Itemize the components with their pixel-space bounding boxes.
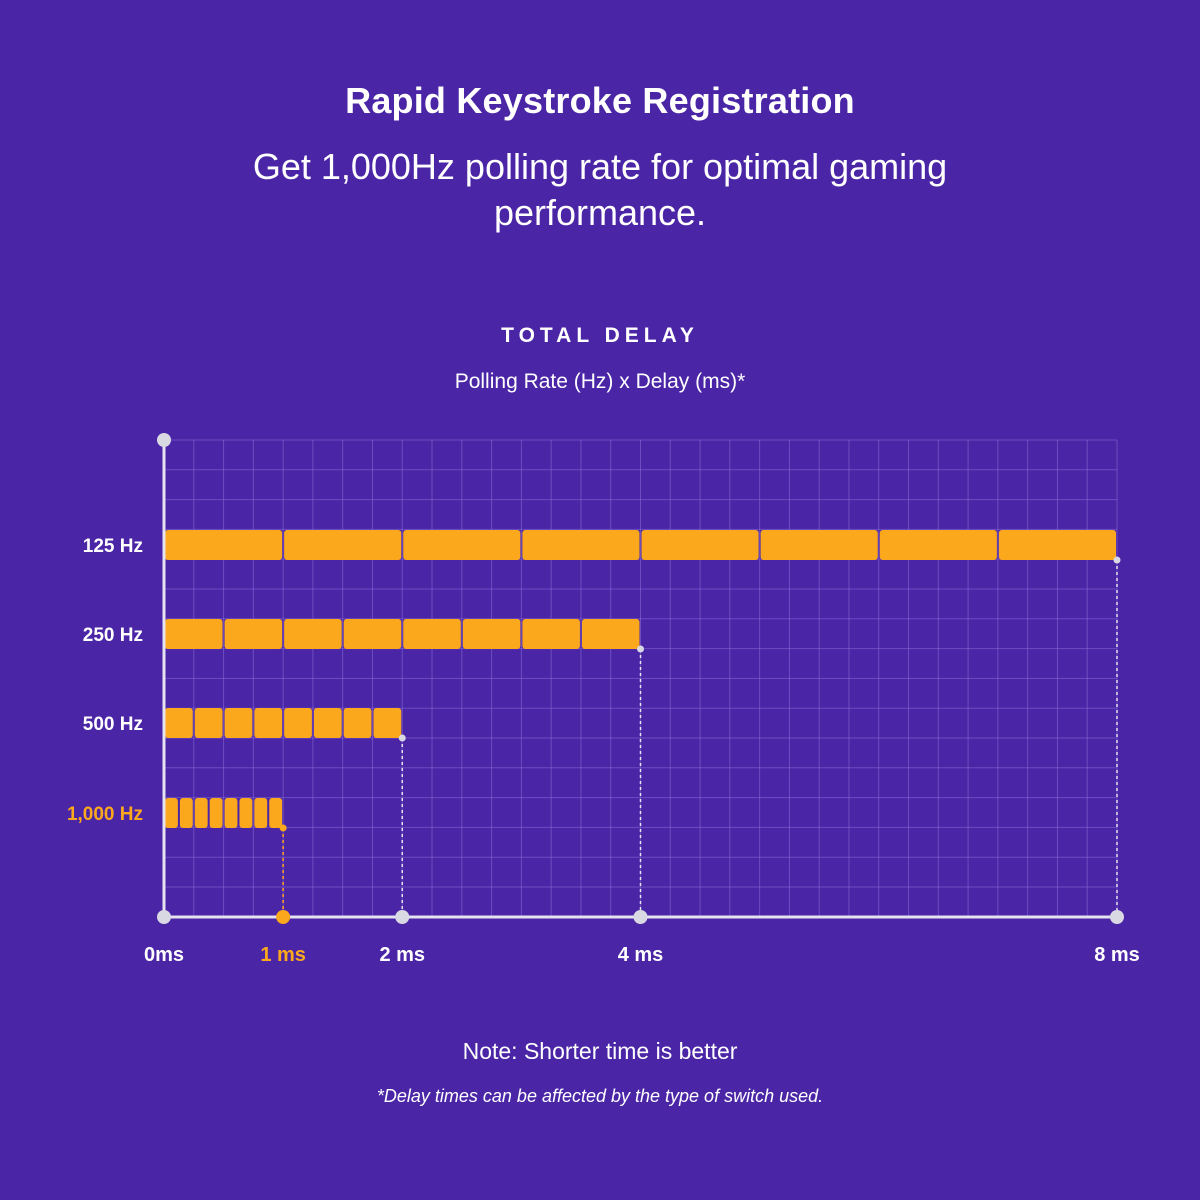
x-tick-label: 2 ms xyxy=(379,944,425,966)
x-tick-label: 4 ms xyxy=(618,944,664,966)
x-tick-dot xyxy=(633,910,648,924)
bar-segment xyxy=(254,798,268,828)
category-label: 1,000 Hz xyxy=(67,804,143,825)
bar-end-dot xyxy=(637,645,644,653)
bar-segment xyxy=(194,798,208,828)
bar-segment xyxy=(254,708,283,738)
axis-top-dot xyxy=(157,433,171,447)
bar-segment xyxy=(284,530,402,560)
bar-segment xyxy=(165,619,223,649)
x-tick-label: 1 ms xyxy=(260,944,306,966)
bar-segment xyxy=(165,708,193,738)
page-title: Rapid Keystroke Registration xyxy=(345,80,855,121)
bar-segment xyxy=(403,530,521,560)
bar-end-dot xyxy=(1113,556,1121,564)
x-tick-label: 8 ms xyxy=(1094,944,1140,966)
bar-segment xyxy=(224,619,283,649)
bar-end-dot xyxy=(398,734,406,742)
bar-segment xyxy=(269,798,283,828)
bar-segment xyxy=(313,708,342,738)
chart-subtitle: Polling Rate (Hz) x Delay (ms)* xyxy=(454,370,746,393)
bar-segment xyxy=(373,708,402,738)
bar-segment xyxy=(179,798,193,828)
bar-segment xyxy=(760,530,878,560)
bar-segment xyxy=(194,708,223,738)
x-tick-dot xyxy=(1110,910,1124,924)
bar-segment xyxy=(343,619,402,649)
category-label: 250 Hz xyxy=(83,625,143,646)
bar-segment xyxy=(239,798,253,828)
bar-segment xyxy=(165,798,178,828)
bar-segment xyxy=(998,530,1116,560)
category-label: 500 Hz xyxy=(83,714,143,735)
bar-segment xyxy=(284,619,342,649)
bar-segment xyxy=(522,530,640,560)
x-tick-label: 0ms xyxy=(144,944,184,966)
category-label: 125 Hz xyxy=(83,536,143,557)
footnote-text: *Delay times can be affected by the type… xyxy=(376,1086,824,1106)
x-tick-dot xyxy=(395,910,410,924)
bar-segment xyxy=(462,619,521,649)
x-tick-dot xyxy=(157,910,171,924)
note-text: Note: Shorter time is better xyxy=(462,1038,738,1064)
bar-segment xyxy=(522,619,580,649)
bar-segment xyxy=(165,530,283,560)
page-subtitle: Get 1,000Hz polling rate for optimal gam… xyxy=(252,146,948,233)
bar-segment xyxy=(284,708,312,738)
chart-title: TOTAL DELAY xyxy=(501,324,699,347)
bar-segment xyxy=(879,530,997,560)
bar-segment xyxy=(641,530,759,560)
x-tick-dot xyxy=(276,910,291,924)
bar-segment xyxy=(224,798,238,828)
bar-segment xyxy=(403,619,461,649)
bar-segment xyxy=(224,708,253,738)
bar-segment xyxy=(209,798,223,828)
bar-segment xyxy=(343,708,372,738)
bar-segment xyxy=(581,619,640,649)
bar-end-dot xyxy=(279,824,287,832)
